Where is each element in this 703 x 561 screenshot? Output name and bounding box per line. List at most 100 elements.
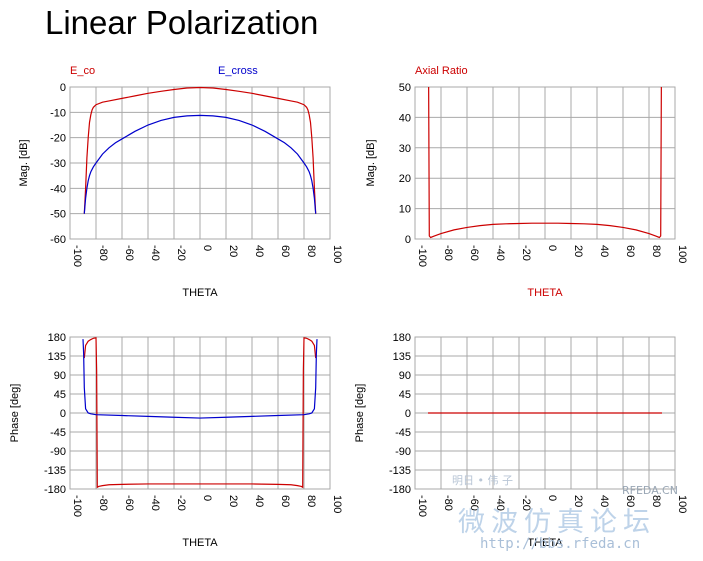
x-tick-label: 60	[279, 245, 291, 257]
y-tick-label: -90	[50, 446, 66, 458]
y-tick-label: 90	[54, 370, 66, 382]
y-tick-label: 180	[48, 332, 66, 344]
x-tick-label: -60	[468, 495, 480, 511]
x-tick-label: 20	[227, 495, 239, 507]
x-tick-label: 80	[305, 495, 317, 507]
y-tick-label: 50	[399, 82, 411, 94]
x-axis-label: THETA	[527, 287, 563, 299]
x-tick-label: 40	[598, 245, 610, 257]
x-tick-label: 60	[624, 245, 636, 257]
x-axis-label: THETA	[182, 287, 218, 299]
x-tick-label: -60	[123, 245, 135, 261]
chart-4: 180 135 90 45 0 -45 -90 -135 -180 -100 -80 -60 -40 -2…	[354, 332, 688, 549]
x-tick-label: 0	[546, 495, 558, 501]
x-tick-label: 20	[572, 495, 584, 507]
x-tick-label: -60	[468, 245, 480, 261]
y-tick-label: 0	[405, 234, 411, 246]
x-tick-label: -80	[442, 245, 454, 261]
x-tick-label: -80	[442, 495, 454, 511]
y-tick-label: 135	[48, 351, 66, 363]
x-tick-label: -60	[123, 495, 135, 511]
chart-3: 180 135 90 45 0 -45 -90 -135 -180 -100 -80 -60 -40 -2…	[9, 332, 343, 549]
x-tick-label: 20	[572, 245, 584, 257]
x-tick-label: 100	[676, 495, 688, 513]
y-tick-label: -180	[44, 484, 66, 496]
y-tick-label: 0	[60, 408, 66, 420]
x-axis-label: THETA	[182, 537, 218, 549]
x-tick-label: 100	[331, 495, 343, 513]
chart-1: 0 -10 -20 -30 -40 -50 -60 -100 -80 -60 -40 -20 0 20 40…	[18, 65, 343, 299]
y-tick-label: 45	[399, 389, 411, 401]
y-tick-label: -45	[395, 427, 411, 439]
y-tick-label: -60	[50, 234, 66, 246]
x-tick-label: 40	[598, 495, 610, 507]
x-tick-label: -100	[71, 495, 83, 517]
x-tick-label: 80	[650, 245, 662, 257]
x-tick-label: -40	[149, 495, 161, 511]
x-tick-label: -80	[97, 495, 109, 511]
y-tick-label: -10	[50, 107, 66, 119]
series-line-series-2	[82, 339, 318, 419]
x-tick-label: 60	[279, 495, 291, 507]
y-axis-label: Phase [deg]	[9, 384, 21, 443]
y-tick-label: 20	[399, 173, 411, 185]
y-axis-label: Mag. [dB]	[365, 139, 377, 186]
series-line-axial-ratio	[428, 86, 662, 239]
legend-label: Axial Ratio	[415, 65, 468, 77]
x-tick-label: -100	[71, 245, 83, 267]
x-tick-label: -80	[97, 245, 109, 261]
y-axis-label: Mag. [dB]	[18, 139, 30, 186]
x-tick-label: 0	[201, 245, 213, 251]
y-tick-label: -40	[50, 183, 66, 195]
plot-frame	[414, 336, 676, 490]
x-tick-label: -20	[520, 495, 532, 511]
y-tick-label: 0	[405, 408, 411, 420]
y-tick-label: 90	[399, 370, 411, 382]
y-tick-label: -135	[389, 465, 411, 477]
x-tick-label: -100	[416, 495, 428, 517]
y-tick-label: 180	[393, 332, 411, 344]
y-tick-label: 40	[399, 112, 411, 124]
x-tick-label: -20	[520, 245, 532, 261]
y-tick-label: -20	[50, 133, 66, 145]
plot-frame	[414, 86, 676, 240]
x-tick-label: 100	[331, 245, 343, 263]
y-tick-label: -90	[395, 446, 411, 458]
y-tick-label: 135	[393, 351, 411, 363]
x-tick-label: 60	[624, 495, 636, 507]
series-line-e-co	[83, 86, 317, 214]
x-tick-label: 40	[253, 245, 265, 257]
y-tick-label: -45	[50, 427, 66, 439]
x-tick-label: -40	[494, 495, 506, 511]
x-tick-label: -20	[175, 245, 187, 261]
x-tick-label: 0	[546, 245, 558, 251]
x-tick-label: 100	[676, 245, 688, 263]
y-tick-label: 0	[60, 82, 66, 94]
x-tick-label: -40	[149, 245, 161, 261]
x-tick-label: -20	[175, 495, 187, 511]
y-tick-label: 30	[399, 143, 411, 155]
page-title: Linear Polarization	[45, 4, 319, 41]
y-tick-label: 10	[399, 204, 411, 216]
x-tick-label: 80	[650, 495, 662, 507]
y-tick-label: 45	[54, 389, 66, 401]
x-axis-label: THETA	[527, 537, 563, 549]
x-tick-label: 80	[305, 245, 317, 257]
y-axis-label: Phase [deg]	[354, 384, 366, 443]
x-tick-label: 40	[253, 495, 265, 507]
x-tick-label: -100	[416, 245, 428, 267]
legend-label: E_co	[70, 65, 95, 77]
y-tick-label: -30	[50, 158, 66, 170]
y-tick-label: -135	[44, 465, 66, 477]
legend-label: E_cross	[218, 65, 258, 77]
plot-frame	[69, 336, 331, 490]
x-tick-label: -40	[494, 245, 506, 261]
x-tick-label: 20	[227, 245, 239, 257]
y-tick-label: -50	[50, 209, 66, 221]
series-line-e-cross	[83, 114, 317, 214]
y-tick-label: -180	[389, 484, 411, 496]
series-line-series-1	[83, 337, 317, 489]
x-tick-label: 0	[201, 495, 213, 501]
